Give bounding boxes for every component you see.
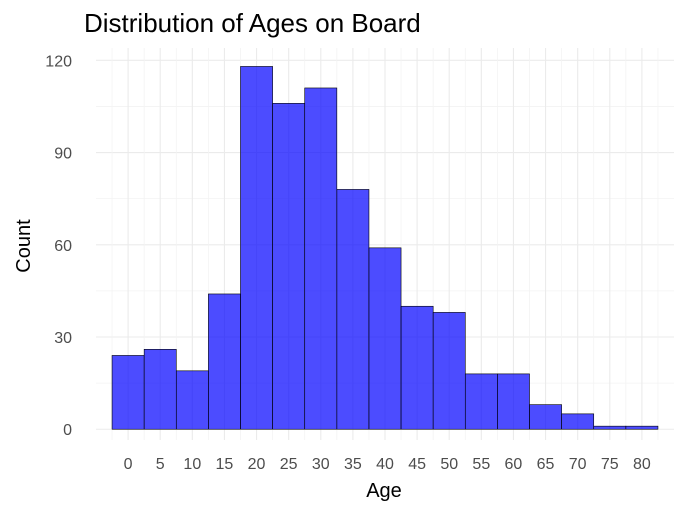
x-tick-label: 40 xyxy=(376,456,394,473)
y-tick-label: 30 xyxy=(54,330,72,347)
histogram-bar xyxy=(497,373,530,430)
y-axis-title: Count xyxy=(13,219,35,273)
histogram-bar xyxy=(240,66,273,430)
x-tick-label: 15 xyxy=(216,456,234,473)
x-tick-label: 70 xyxy=(569,456,587,473)
x-tick-label: 45 xyxy=(408,456,426,473)
y-tick-label: 60 xyxy=(54,238,72,255)
x-tick-label: 25 xyxy=(280,456,298,473)
histogram-bar xyxy=(143,349,177,430)
histogram-bar xyxy=(561,413,595,430)
histogram-bar xyxy=(432,312,466,430)
x-tick-label: 65 xyxy=(537,456,555,473)
x-tick-label: 35 xyxy=(344,456,362,473)
bar-layer xyxy=(111,66,659,430)
histogram-bar xyxy=(272,103,306,430)
chart-title: Distribution of Ages on Board xyxy=(84,8,421,38)
y-tick-label: 0 xyxy=(63,422,72,439)
histogram-bar xyxy=(304,87,338,430)
histogram-bar xyxy=(111,355,145,430)
histogram-bar xyxy=(368,247,402,430)
y-tick-labels: 0 30 60 90 120 xyxy=(45,53,72,439)
histogram-bar xyxy=(336,189,370,430)
x-tick-labels: 0 5 10 15 20 25 30 35 40 45 50 55 60 65 70 75 80 xyxy=(124,456,651,473)
x-tick-label: 30 xyxy=(312,456,330,473)
histogram-bar xyxy=(208,293,241,430)
x-tick-label: 50 xyxy=(440,456,458,473)
histogram-bar xyxy=(175,370,209,430)
histogram-bar xyxy=(464,373,498,430)
histogram-bar xyxy=(529,404,562,430)
x-tick-label: 10 xyxy=(183,456,201,473)
x-tick-label: 5 xyxy=(156,456,165,473)
x-tick-label: 60 xyxy=(505,456,523,473)
y-tick-label: 90 xyxy=(54,146,72,163)
x-axis-title: Age xyxy=(366,480,402,502)
x-tick-label: 55 xyxy=(472,456,490,473)
x-tick-label: 20 xyxy=(248,456,266,473)
histogram-bar xyxy=(400,305,434,430)
x-tick-label: 0 xyxy=(124,456,133,473)
histogram-bar xyxy=(625,425,659,430)
histogram-bar xyxy=(593,425,627,430)
x-tick-label: 80 xyxy=(633,456,651,473)
y-tick-label: 120 xyxy=(45,53,72,70)
x-tick-label: 75 xyxy=(601,456,619,473)
